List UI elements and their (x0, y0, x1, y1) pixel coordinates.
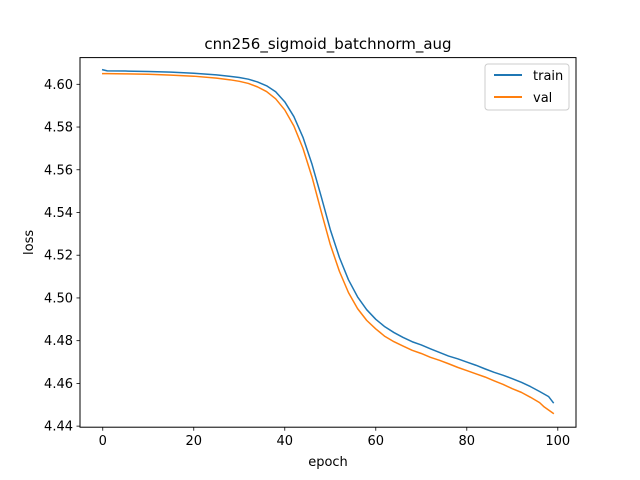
x-tick-label: 100 (545, 434, 570, 449)
y-tick-label: 4.44 (44, 420, 73, 435)
x-axis-title: epoch (308, 455, 348, 470)
plot-lines (101, 68, 555, 415)
y-tick-label: 4.56 (44, 163, 73, 178)
y-tick-label: 4.52 (44, 249, 73, 264)
y-tick-label: 4.46 (44, 377, 73, 392)
y-tick-label: 4.50 (44, 291, 73, 306)
y-tick-label: 4.58 (44, 121, 73, 136)
y-tick-label: 4.54 (44, 206, 73, 221)
y-axis-title: loss (22, 230, 37, 255)
legend-label-val: val (533, 91, 552, 106)
y-tick-label: 4.60 (44, 78, 73, 93)
x-tick-label: 60 (368, 434, 385, 449)
plot-frame (79, 57, 577, 428)
y-tick-label: 4.48 (44, 334, 73, 349)
x-tick-label: 80 (459, 434, 476, 449)
x-tick-label: 20 (185, 434, 202, 449)
series-line-train (101, 68, 555, 404)
chart-title: cnn256_sigmoid_batchnorm_aug (204, 35, 451, 54)
legend-label-train: train (533, 69, 563, 84)
legend: train val (484, 63, 570, 111)
x-axis-ticks: 0 20 40 60 80 100 (99, 427, 570, 449)
y-axis-ticks: 4.44 4.46 4.48 4.50 4.52 4.54 4.56 4.58 4.60 (44, 78, 80, 435)
x-tick-label: 0 (99, 434, 107, 449)
x-tick-label: 40 (276, 434, 293, 449)
series-line-val (102, 72, 555, 415)
